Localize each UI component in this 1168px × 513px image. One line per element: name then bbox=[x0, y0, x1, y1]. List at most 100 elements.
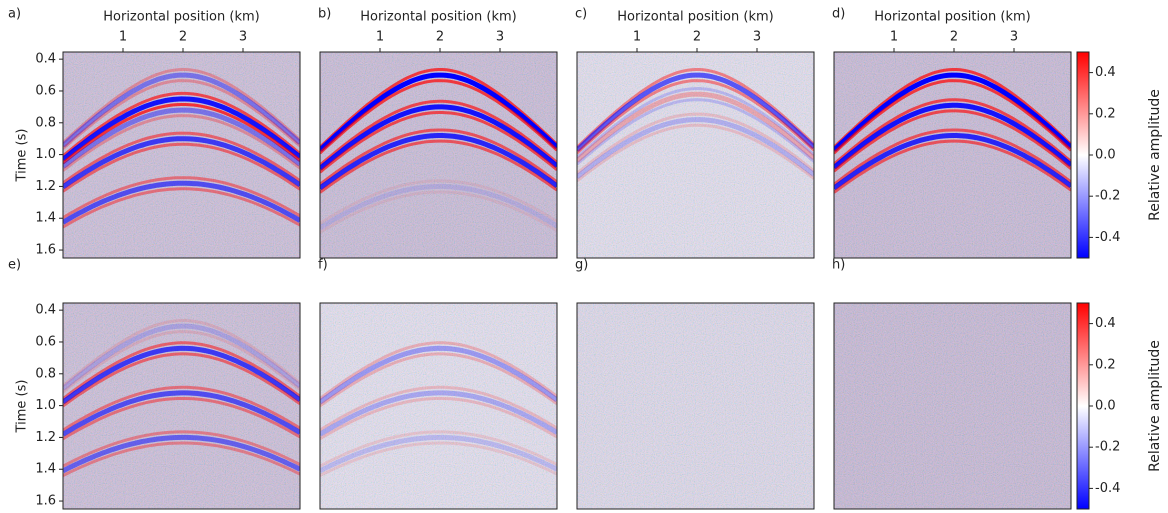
panel bbox=[834, 303, 1071, 509]
seismic-event bbox=[320, 341, 557, 400]
panel bbox=[577, 303, 814, 509]
y-axis-label: Time (s) bbox=[15, 129, 30, 183]
seismic-event bbox=[320, 179, 557, 225]
seismic-event bbox=[320, 139, 557, 194]
seismic-event bbox=[577, 98, 814, 166]
seismic-event bbox=[63, 68, 300, 144]
seismic-event bbox=[320, 99, 557, 167]
seismic-event bbox=[834, 128, 1071, 186]
noise bbox=[320, 303, 557, 509]
x-axis-label: Horizontal position (km) bbox=[103, 10, 259, 25]
panel-label: a) bbox=[8, 7, 21, 22]
noise bbox=[63, 52, 300, 258]
seismic-event bbox=[63, 96, 300, 162]
y-tick-label: 1.4 bbox=[35, 211, 56, 226]
panel-frame bbox=[576, 51, 815, 259]
seismic-event bbox=[577, 79, 814, 155]
colorbar-tick-label: 0.4 bbox=[1095, 316, 1116, 331]
colorbar-tick-label: -0.2 bbox=[1095, 189, 1120, 204]
y-tick-label: 1.0 bbox=[35, 147, 56, 162]
seismic-event bbox=[63, 341, 300, 400]
panel bbox=[577, 52, 814, 258]
seismic-event bbox=[320, 441, 557, 477]
x-tick-label: 3 bbox=[753, 30, 761, 45]
y-tick-label: 1.4 bbox=[35, 462, 56, 477]
y-tick-label: 1.6 bbox=[35, 494, 56, 509]
seismic-event bbox=[63, 91, 300, 158]
colorbar bbox=[1076, 51, 1090, 259]
panel-label: h) bbox=[832, 258, 845, 273]
seismic-event bbox=[320, 104, 557, 171]
seismic-event bbox=[63, 103, 300, 165]
panel-label: f) bbox=[318, 258, 328, 273]
seismic-event bbox=[63, 345, 300, 405]
seismic-event bbox=[63, 330, 300, 394]
colorbar-tick-label: 0.2 bbox=[1095, 357, 1116, 372]
seismic-event bbox=[577, 72, 814, 152]
seismic-event bbox=[320, 390, 557, 437]
seismic-event bbox=[63, 430, 300, 468]
panel-frame bbox=[833, 51, 1072, 259]
seismic-event bbox=[320, 385, 557, 432]
seismic-event bbox=[63, 180, 300, 225]
seismic-event bbox=[320, 72, 557, 152]
seismic-event bbox=[834, 68, 1071, 149]
panel bbox=[63, 52, 300, 258]
seismic-event bbox=[834, 133, 1071, 191]
y-tick-label: 1.0 bbox=[35, 398, 56, 413]
seismic-event bbox=[834, 109, 1071, 173]
seismic-event bbox=[320, 345, 557, 405]
x-tick-label: 2 bbox=[950, 30, 958, 45]
seismic-event bbox=[320, 68, 557, 149]
x-axis-label: Horizontal position (km) bbox=[617, 10, 773, 25]
panel bbox=[320, 52, 557, 258]
panel-label: b) bbox=[318, 7, 331, 22]
seismic-event bbox=[320, 183, 557, 231]
panel-label: d) bbox=[832, 7, 845, 22]
noise bbox=[577, 303, 814, 509]
colorbar-tick-label: -0.4 bbox=[1095, 481, 1120, 496]
panel-label: g) bbox=[575, 258, 588, 273]
x-tick-label: 1 bbox=[633, 30, 641, 45]
seismic-event bbox=[63, 142, 300, 193]
seismic-event bbox=[63, 79, 300, 150]
y-tick-label: 0.6 bbox=[35, 83, 56, 98]
seismic-event bbox=[63, 323, 300, 391]
seismic-event bbox=[63, 441, 300, 477]
seismic-event bbox=[577, 123, 814, 183]
colorbar-label: Relative amplitude bbox=[1147, 340, 1163, 472]
panel-frame bbox=[319, 302, 558, 510]
seismic-event bbox=[320, 397, 557, 441]
seismic-event bbox=[577, 112, 814, 175]
noise bbox=[63, 303, 300, 509]
colorbar-tick-label: -0.2 bbox=[1095, 440, 1120, 455]
panel-frame bbox=[576, 302, 815, 510]
colorbar-tick-label: 0.4 bbox=[1095, 65, 1116, 80]
seismic-event bbox=[63, 131, 300, 185]
seismic-event bbox=[834, 98, 1071, 166]
x-axis-label: Horizontal position (km) bbox=[874, 10, 1030, 25]
seismic-event bbox=[63, 434, 300, 474]
colorbar-tick-label: -0.4 bbox=[1095, 230, 1120, 245]
seismic-event bbox=[63, 103, 300, 165]
y-tick-label: 0.6 bbox=[35, 334, 56, 349]
x-tick-label: 2 bbox=[179, 30, 187, 45]
seismic-event bbox=[577, 117, 814, 180]
panel bbox=[834, 52, 1071, 258]
x-axis-label: Horizontal position (km) bbox=[360, 10, 516, 25]
y-tick-label: 1.2 bbox=[35, 179, 56, 194]
colorbar bbox=[1076, 302, 1090, 510]
noise bbox=[834, 52, 1071, 258]
colorbar-tick-label: 0.0 bbox=[1095, 399, 1116, 414]
noise bbox=[320, 52, 557, 258]
x-tick-label: 3 bbox=[1010, 30, 1018, 45]
noise bbox=[577, 52, 814, 258]
seismic-event bbox=[63, 385, 300, 432]
colorbar-tick-label: 0.2 bbox=[1095, 106, 1116, 121]
seismic-event bbox=[577, 87, 814, 159]
panel-frame bbox=[319, 51, 558, 259]
seismic-event bbox=[320, 133, 557, 191]
noise bbox=[834, 303, 1071, 509]
x-tick-label: 3 bbox=[239, 30, 247, 45]
